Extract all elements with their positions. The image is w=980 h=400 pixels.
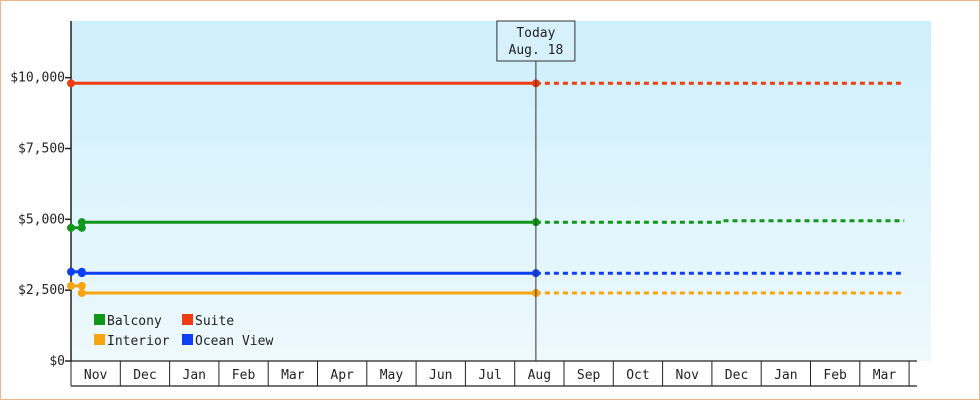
series-forecast-line bbox=[535, 219, 905, 224]
x-tick-label: Dec bbox=[725, 368, 748, 383]
x-tick-label: Apr bbox=[330, 368, 354, 383]
data-point bbox=[77, 269, 86, 278]
legend-label: Balcony bbox=[107, 314, 162, 329]
series-layer bbox=[67, 79, 905, 297]
legend-swatch bbox=[94, 314, 105, 325]
series-line bbox=[71, 270, 536, 275]
x-tick-label: Jan bbox=[183, 368, 206, 383]
y-tick-label: $2,500 bbox=[18, 283, 65, 298]
data-point bbox=[77, 218, 86, 227]
x-axis: Nov Dec Jan Feb Mar Apr May Jun Jul Aug Sep Oct Nov D… bbox=[70, 360, 917, 387]
x-tick-label: May bbox=[380, 368, 404, 383]
legend-swatch bbox=[182, 314, 193, 325]
legend-item: Balcony bbox=[94, 314, 162, 329]
legend-label: Ocean View bbox=[195, 334, 273, 349]
x-tick-label: Sep bbox=[577, 368, 601, 383]
y-tick-label: $10,000 bbox=[10, 71, 65, 86]
data-point bbox=[77, 289, 86, 297]
legend-label: Suite bbox=[195, 314, 234, 329]
x-tick-label: Nov bbox=[676, 368, 700, 383]
y-tick-label: $0 bbox=[49, 354, 65, 369]
series-suite bbox=[67, 79, 905, 88]
y-tick-label: $5,000 bbox=[18, 212, 65, 227]
data-point bbox=[67, 281, 75, 290]
today-box bbox=[496, 20, 576, 62]
today-label: Today bbox=[516, 26, 555, 41]
legend-item: Interior bbox=[94, 334, 170, 349]
y-tick-label: $7,500 bbox=[18, 142, 65, 157]
x-tick-label: Feb bbox=[823, 368, 847, 383]
x-tick-label: Nov bbox=[84, 368, 108, 383]
legend-item: Ocean View bbox=[182, 334, 273, 349]
x-tick-label: Mar bbox=[873, 368, 897, 383]
data-point bbox=[77, 223, 86, 232]
legend-item: Suite bbox=[182, 314, 234, 329]
data-point bbox=[67, 79, 75, 88]
x-tick-label: Dec bbox=[133, 368, 156, 383]
series-interior bbox=[67, 281, 905, 297]
data-point bbox=[67, 223, 75, 232]
x-tick-label: Feb bbox=[232, 368, 256, 383]
legend: Balcony Suite Interior Ocean View bbox=[94, 314, 273, 349]
series-balcony bbox=[67, 218, 905, 232]
x-tick-label: Mar bbox=[281, 368, 305, 383]
y-axis: $0 $2,500 $5,000 $7,500 $10,000 bbox=[10, 21, 72, 369]
data-point bbox=[77, 281, 86, 290]
today-marker: Today Aug. 18 bbox=[496, 20, 576, 361]
x-tick-label: Jun bbox=[429, 368, 452, 383]
series-ocean-view bbox=[67, 267, 905, 278]
x-tick-label: Oct bbox=[626, 368, 649, 383]
x-tick-label: Aug bbox=[528, 368, 551, 383]
plot-background bbox=[71, 21, 931, 361]
legend-swatch bbox=[94, 334, 105, 345]
legend-swatch bbox=[182, 334, 193, 345]
today-date: Aug. 18 bbox=[509, 43, 564, 58]
data-point bbox=[67, 267, 75, 276]
x-tick-label: Jul bbox=[478, 368, 501, 383]
legend-label: Interior bbox=[107, 334, 170, 349]
x-tick-label: Jan bbox=[774, 368, 797, 383]
